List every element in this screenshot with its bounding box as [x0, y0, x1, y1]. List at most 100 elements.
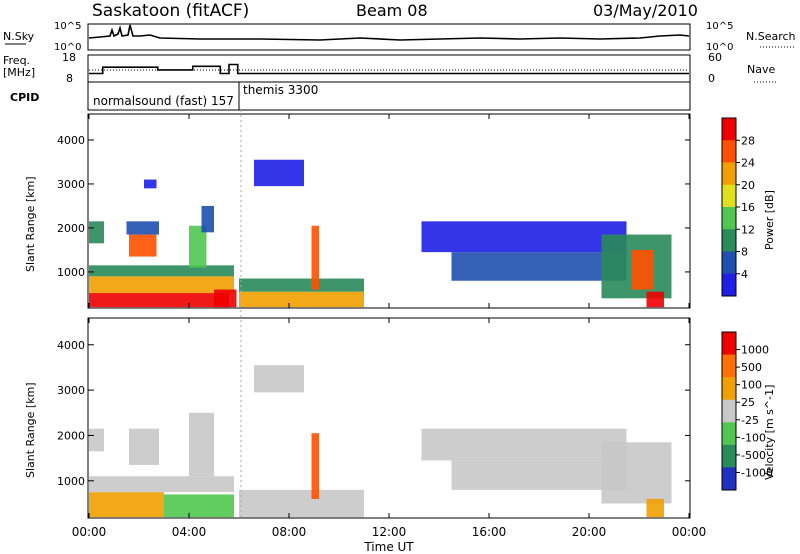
velocity-echo-region: [129, 428, 159, 465]
power-panel: Slant Range [km] 1000 2000 3000 4000 4 8 12 16…: [24, 113, 776, 309]
velocity-echo-region: [189, 412, 214, 477]
date-label: 03/May/2010: [593, 1, 698, 20]
velocity-colorbar-swatch: [722, 444, 736, 468]
nave-label: Nave: [747, 63, 775, 76]
x-tick-label: 20:00: [572, 525, 607, 539]
power-colorbar-swatch: [722, 207, 736, 230]
power-colorbar-swatch: [722, 184, 736, 208]
velocity-colorbar-tick-label: 25: [741, 396, 755, 409]
power-echo-region: [89, 221, 104, 244]
power-colorbar-tick-label: 16: [741, 201, 755, 214]
power-colorbar-label: Power [dB]: [763, 190, 776, 250]
velocity-ytick-label: 1000: [57, 475, 85, 488]
power-colorbar-swatch: [722, 162, 736, 186]
nsearch-tick-bottom: 10^0: [706, 42, 733, 53]
power-colorbar-tick-label: 20: [741, 179, 755, 192]
velocity-data: [89, 365, 672, 518]
power-echo-region: [451, 252, 627, 281]
velocity-colorbar-swatch: [722, 399, 736, 423]
velocity-ylabel: Slant Range [km]: [24, 382, 37, 478]
power-colorbar: 4 8 12 16 20 24 28: [721, 117, 755, 297]
velocity-echo-region: [239, 489, 364, 518]
power-colorbar-swatch: [722, 140, 736, 163]
power-echo-region: [421, 221, 627, 253]
velocity-ytick-label: 2000: [57, 429, 85, 442]
velocity-colorbar-swatch: [722, 332, 736, 356]
velocity-echo-region: [89, 476, 234, 493]
velocity-colorbar-tick-label: -1000: [741, 466, 773, 479]
station-title: Saskatoon (fitACF): [92, 1, 249, 21]
power-ytick-label: 3000: [57, 178, 85, 191]
velocity-echo-region: [421, 428, 627, 461]
nave-tick-top: 60: [708, 51, 722, 64]
power-echo-region: [89, 293, 229, 308]
velocity-yticks: 1000 2000 3000 4000: [57, 339, 690, 488]
power-data: [89, 159, 672, 308]
velocity-ytick-label: 3000: [57, 384, 85, 397]
power-ytick-label: 1000: [57, 266, 85, 279]
freq-label: Freq.: [3, 54, 30, 67]
power-echo-region: [144, 179, 157, 189]
x-tick-label: 00:00: [672, 525, 707, 539]
velocity-echo-region: [164, 494, 234, 518]
freq-tick-top: 18: [62, 51, 76, 64]
velocity-colorbar-tick-label: 100: [741, 379, 762, 392]
power-echo-region: [89, 265, 234, 277]
power-colorbar-tick-label: 8: [741, 246, 748, 259]
power-echo-region: [126, 221, 159, 235]
velocity-colorbar-swatch: [722, 422, 736, 446]
velocity-ytick-label: 4000: [57, 339, 85, 352]
power-colorbar-tick-label: 12: [741, 223, 755, 236]
velocity-colorbar-swatch: [722, 467, 736, 491]
nsky-trace: [88, 24, 690, 41]
power-colorbar-swatch: [722, 118, 736, 141]
nave-tick-bottom: 0: [708, 72, 715, 85]
power-yticks: 1000 2000 3000 4000: [57, 134, 690, 279]
power-echo-region: [129, 234, 157, 257]
power-colorbar-tick-label: 4: [741, 268, 748, 281]
nsearch-label: N.Search: [746, 30, 796, 43]
power-echo-region: [311, 225, 319, 290]
velocity-colorbar-tick-label: 1000: [741, 344, 769, 357]
power-colorbar-swatch: [722, 273, 736, 297]
power-ytick-label: 4000: [57, 134, 85, 147]
x-tick-label: 08:00: [272, 525, 307, 539]
nsky-tick-bottom: 10^0: [54, 42, 81, 53]
power-echo-region: [214, 289, 237, 308]
freq-trace: [89, 63, 689, 75]
nsearch-tick-top: 10^5: [706, 21, 733, 32]
velocity-echo-region: [646, 498, 664, 518]
velocity-colorbar: 1000 500 100 25 -25 -100 -500 -1000: [721, 331, 773, 491]
power-echo-region: [239, 291, 364, 308]
power-echo-region: [254, 159, 304, 187]
power-ylabel: Slant Range [km]: [24, 176, 37, 272]
power-echo-region: [189, 225, 207, 268]
x-tick-label: 04:00: [172, 525, 207, 539]
power-echo-region: [631, 249, 654, 290]
cpid-mode-1: normalsound (fast) 157: [93, 94, 234, 108]
velocity-echo-region: [311, 433, 319, 499]
nsky-panel: N.Sky 10^5 10^0 10^5 10^0 N.Search: [3, 21, 796, 53]
cpid-mode-2: themis 3300: [243, 83, 318, 97]
velocity-echo-region: [451, 460, 627, 490]
cpid-panel: CPID normalsound (fast) 157 themis 3300: [10, 81, 691, 111]
velocity-echo-region: [89, 492, 164, 518]
power-echo-region: [239, 278, 364, 292]
velocity-echo-region: [601, 442, 672, 504]
x-axis-ticks: 00:00 04:00 08:00 12:00 16:00 20:00 00:00: [72, 114, 707, 539]
velocity-echo-region: [89, 428, 104, 452]
power-colorbar-swatch: [722, 229, 736, 252]
velocity-panel: Slant Range [km] 1000 2000 3000 4000 1000 50…: [24, 317, 776, 519]
velocity-colorbar-swatch: [722, 354, 736, 378]
velocity-colorbar-frame: [721, 331, 737, 491]
velocity-colorbar-tick-label: -100: [741, 431, 766, 444]
x-axis-label: Time UT: [363, 540, 414, 554]
velocity-colorbar-tick-label: -500: [741, 449, 766, 462]
x-tick-label: 00:00: [72, 525, 107, 539]
power-echo-region: [646, 291, 664, 308]
freq-unit: [MHz]: [3, 66, 35, 79]
power-echo-region: [89, 276, 234, 294]
power-colorbar-swatch: [722, 251, 736, 275]
freq-tick-bottom: 8: [66, 72, 73, 85]
